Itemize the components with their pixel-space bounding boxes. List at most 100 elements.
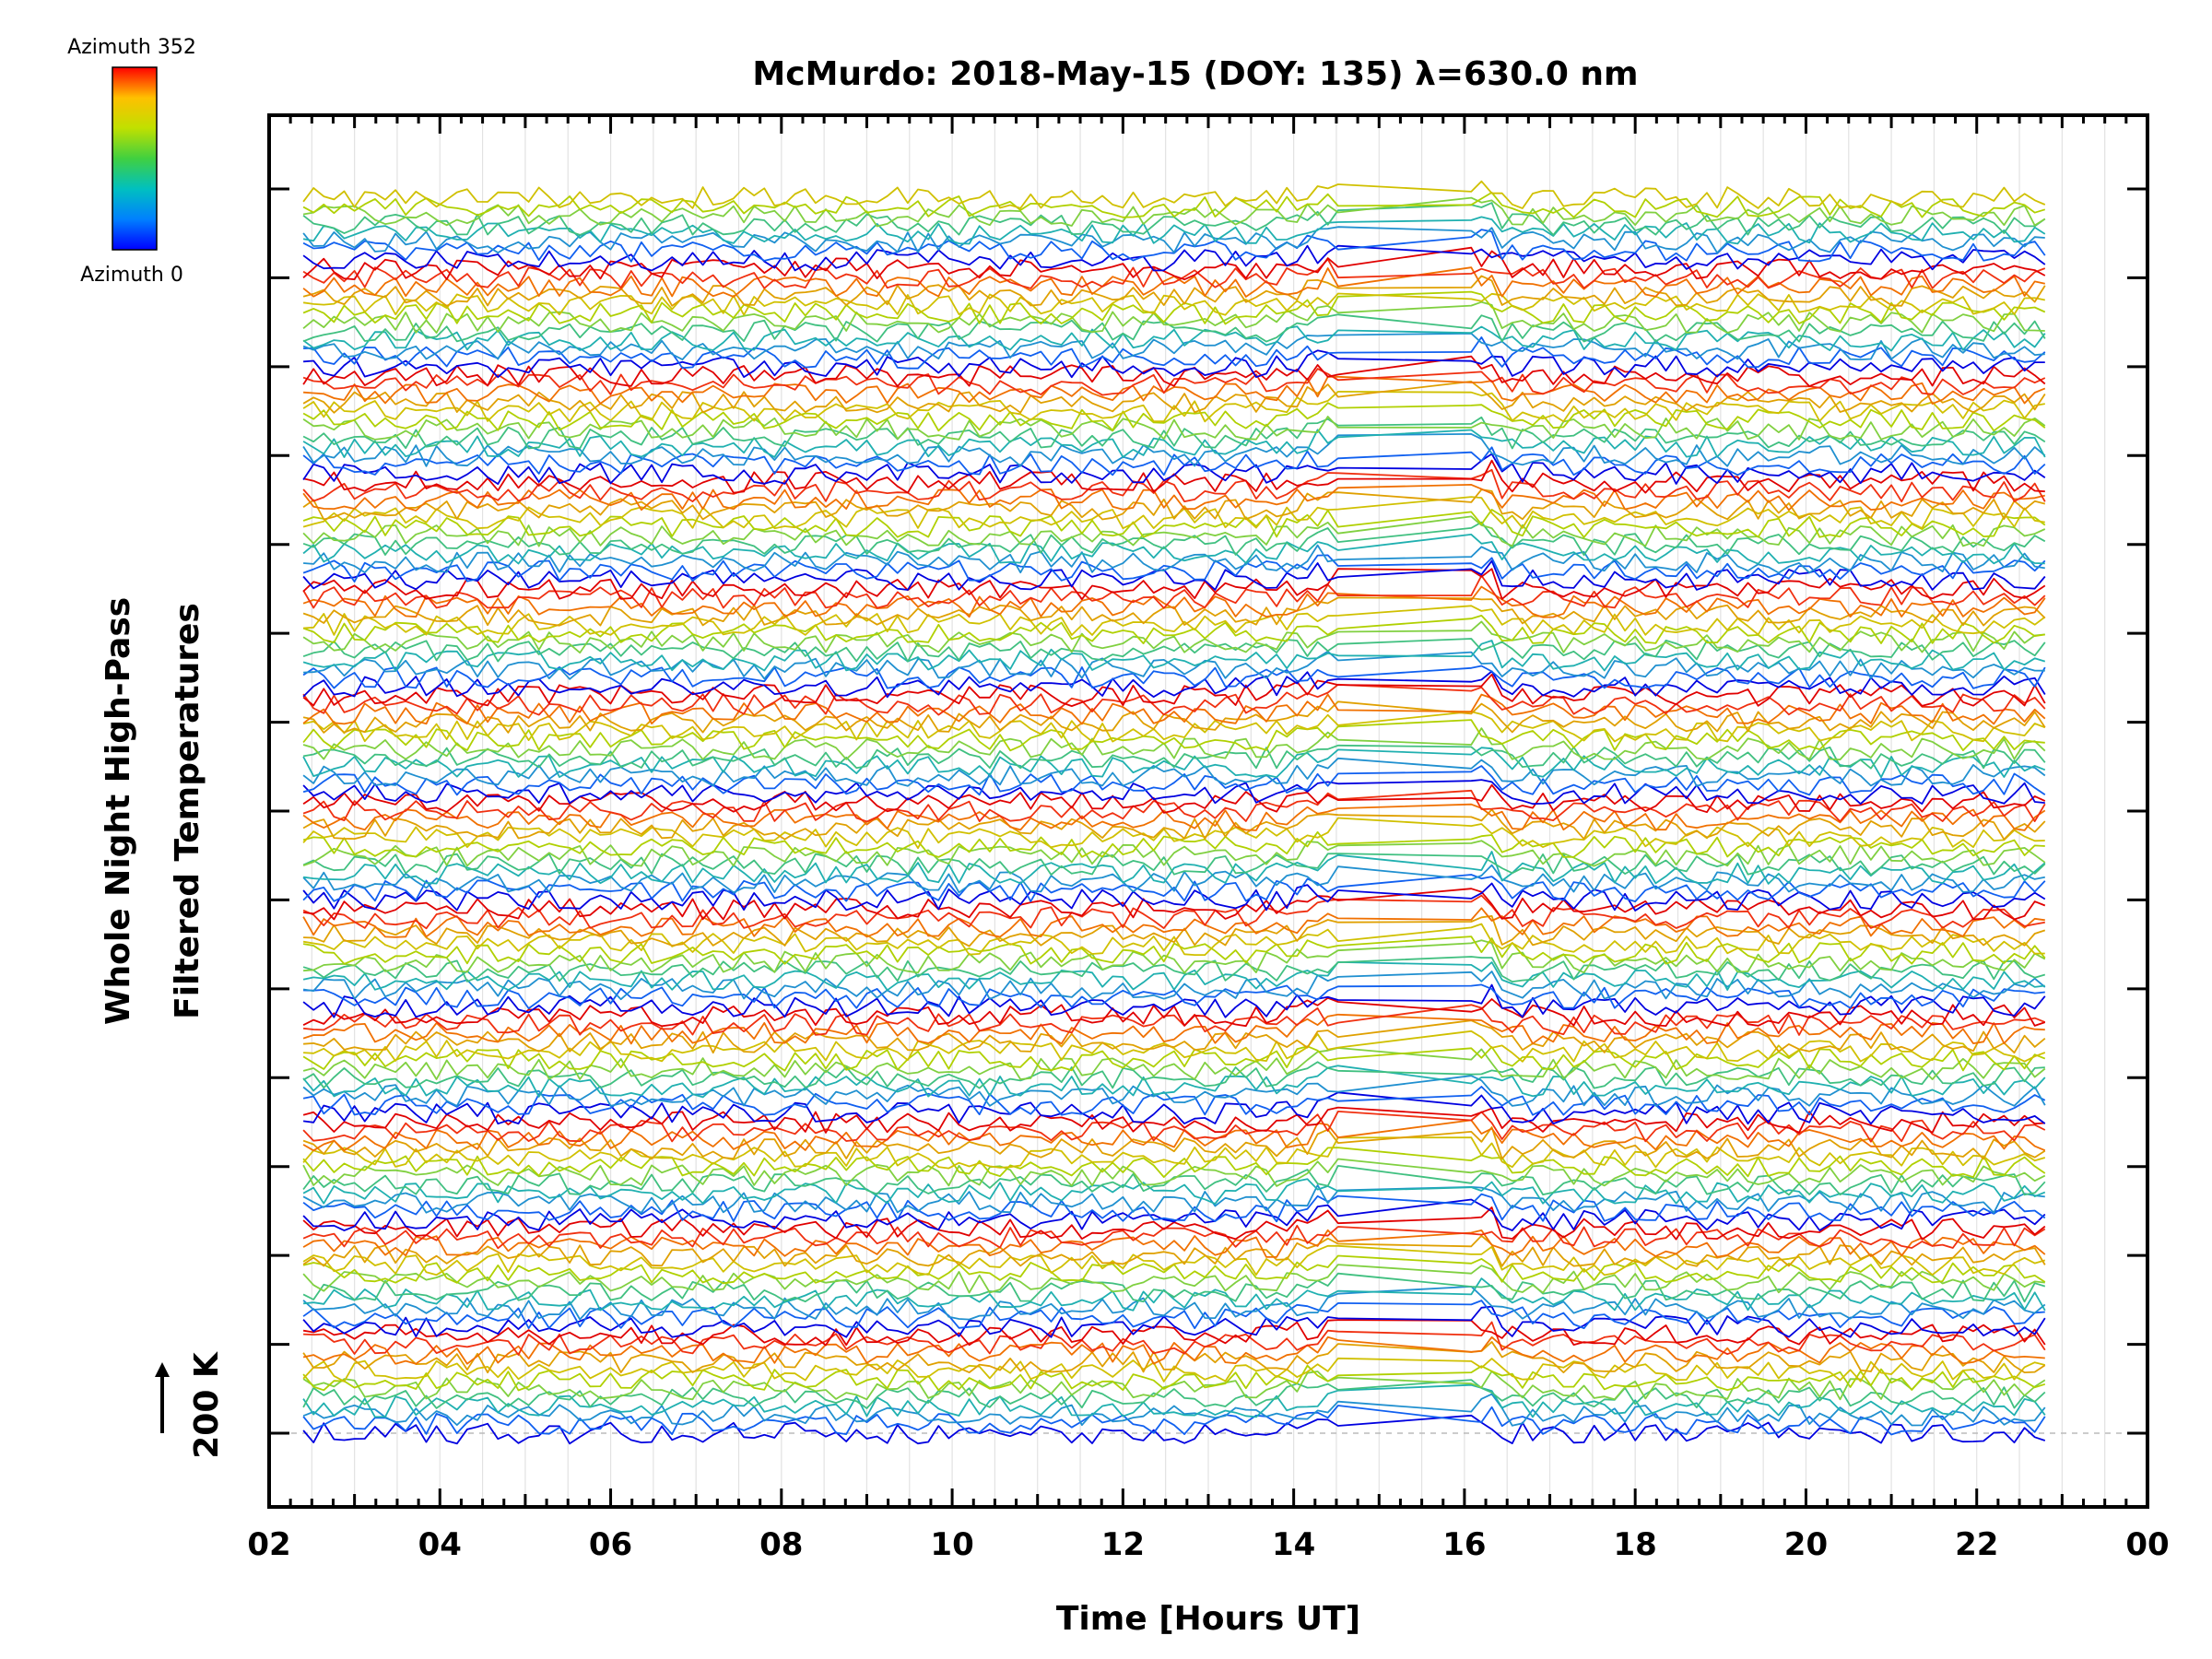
temperature-trace	[302, 727, 2046, 760]
temperature-trace	[302, 1224, 2046, 1250]
x-tick-label: 02	[247, 1526, 290, 1563]
temperature-trace	[302, 355, 2046, 388]
temperature-trace	[303, 1321, 2046, 1356]
temperature-trace	[302, 853, 2046, 876]
temperature-trace	[302, 640, 2046, 672]
temperature-trace	[302, 961, 2045, 992]
temperature-trace	[302, 1272, 2046, 1303]
temperature-trace	[302, 313, 2046, 343]
colorbar-strip	[112, 66, 158, 251]
temperature-trace	[302, 1234, 2046, 1267]
temperature-trace	[302, 935, 2046, 965]
temperature-trace	[302, 1383, 2046, 1418]
colorbar-bottom-label: Azimuth 0	[80, 264, 183, 287]
temperature-trace	[302, 1119, 2046, 1152]
temperature-trace	[302, 747, 2046, 779]
temperature-trace	[303, 1004, 2046, 1036]
temperature-trace	[302, 1106, 2045, 1134]
temperature-trace	[302, 416, 2046, 450]
temperature-trace	[302, 1393, 2046, 1427]
temperature-trace	[302, 515, 2046, 547]
x-axis-label: Time [Hours UT]	[1056, 1600, 1360, 1638]
temperature-trace	[302, 830, 2045, 858]
temperature-trace	[302, 1165, 2046, 1196]
temperature-trace	[303, 335, 2046, 370]
temperature-trace	[302, 496, 2045, 530]
temperature-trace	[302, 1136, 2046, 1170]
temperature-trace	[302, 620, 2045, 654]
temperature-trace	[303, 544, 2045, 574]
temperature-trace	[302, 216, 2046, 245]
temperature-trace	[303, 1277, 2046, 1312]
temperature-trace	[302, 244, 2046, 272]
temperature-trace	[302, 840, 2046, 867]
temperature-trace	[302, 332, 2045, 361]
temperature-trace	[302, 446, 2046, 477]
x-tick-label: 12	[1101, 1526, 1145, 1563]
temperature-trace	[302, 1264, 2045, 1294]
x-tick-label: 04	[418, 1526, 462, 1563]
temperature-trace	[302, 300, 2045, 335]
temperature-trace	[302, 432, 2046, 467]
temperature-trace	[303, 939, 2046, 974]
temperature-trace	[302, 665, 2046, 689]
temperature-trace	[302, 180, 2046, 209]
temperature-trace	[302, 1075, 2046, 1107]
temperature-trace	[302, 1319, 2046, 1347]
temperature-trace	[302, 509, 2046, 538]
scale-label: 200 K	[188, 1351, 226, 1459]
temperature-trace	[302, 882, 2046, 912]
x-tick-label: 06	[589, 1526, 632, 1563]
temperature-trace	[302, 996, 2046, 1028]
temperature-trace	[302, 1158, 2046, 1187]
temperature-trace	[302, 202, 2046, 236]
temperature-trace	[302, 1047, 2046, 1080]
temperature-trace	[302, 459, 2045, 494]
temperature-trace	[302, 226, 2045, 254]
temperature-trace	[302, 1193, 2046, 1223]
temperature-trace	[302, 1254, 2046, 1285]
temperature-trace	[302, 670, 2046, 699]
temperature-trace	[302, 1335, 2045, 1365]
temperature-trace	[302, 851, 2046, 885]
temperature-trace	[302, 1206, 2046, 1241]
x-tick-label: 16	[1442, 1526, 1486, 1563]
temperature-trace	[302, 693, 2046, 725]
temperature-trace	[302, 380, 2046, 414]
temperature-trace	[302, 1091, 2046, 1125]
x-tick-label: 22	[1955, 1526, 1998, 1563]
temperature-trace	[302, 803, 2046, 831]
temperature-trace	[302, 292, 2045, 316]
temperature-trace	[302, 1065, 2046, 1099]
temperature-trace	[302, 789, 2046, 823]
temperature-trace	[302, 484, 2046, 512]
temperature-trace	[302, 1111, 2046, 1143]
temperature-trace	[303, 983, 2045, 1009]
temperature-trace	[302, 368, 2046, 396]
x-tick-label: 10	[930, 1526, 973, 1563]
temperature-trace	[302, 923, 2045, 956]
temperature-trace	[303, 915, 2046, 947]
temperature-trace	[302, 1341, 2046, 1374]
temperature-trace	[302, 700, 2046, 734]
temperature-trace	[302, 1364, 2046, 1392]
temperature-trace	[302, 744, 2046, 770]
temperature-trace	[302, 1229, 2046, 1258]
temperature-trace	[302, 325, 2046, 352]
temperature-trace	[302, 808, 2046, 841]
temperature-trace	[302, 1305, 2046, 1338]
temperature-trace	[302, 711, 2046, 743]
temperature-trace	[303, 349, 2045, 379]
x-tick-label: 08	[759, 1526, 803, 1563]
temperature-trace	[302, 229, 2046, 263]
colorbar-top-label: Azimuth 352	[67, 36, 196, 59]
temperature-trace	[302, 983, 2046, 1018]
temperature-trace	[303, 1030, 2046, 1063]
scale-indicator: 200 K	[155, 1351, 226, 1459]
colorbar: Azimuth 352 Azimuth 0	[67, 36, 196, 287]
temperature-trace	[302, 1370, 2046, 1401]
temperature-trace	[302, 468, 2046, 503]
temperature-trace	[302, 1045, 2046, 1072]
temperature-trace	[302, 1184, 2045, 1214]
